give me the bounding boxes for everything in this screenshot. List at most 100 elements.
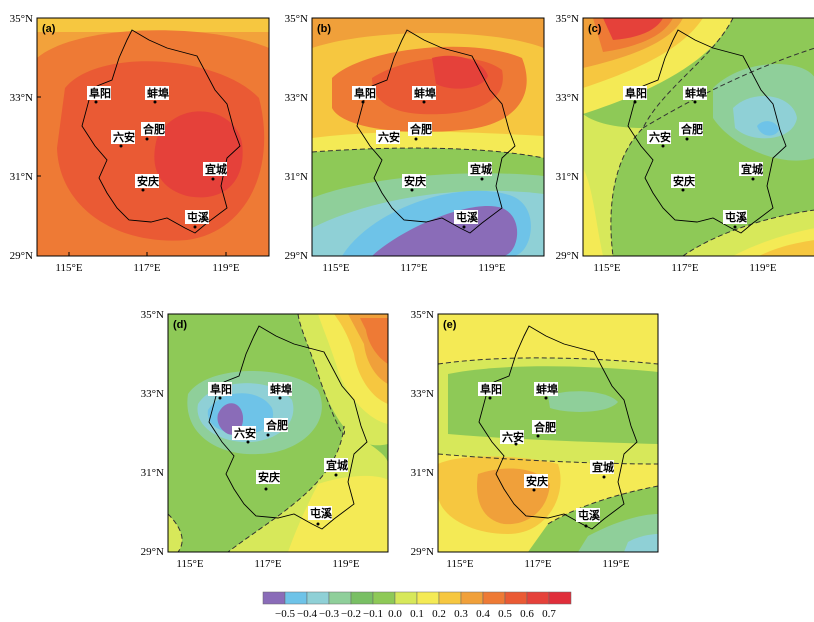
colorbar-tick-label: 0.4 <box>476 608 490 620</box>
colorbar-tick-label: −0.1 <box>363 608 383 620</box>
svg-text:117°E: 117°E <box>254 558 281 570</box>
svg-text:安庆: 安庆 <box>526 474 548 488</box>
field-0.2-0.3 <box>37 18 269 32</box>
city-yicheng: 宜城 <box>468 162 492 181</box>
city-luan: 六安 <box>647 130 671 148</box>
city-fuyang: 阜阳 <box>478 382 502 400</box>
panel-label: (d) <box>173 319 187 331</box>
svg-text:33°N: 33°N <box>556 92 579 104</box>
svg-text:115°E: 115°E <box>593 262 620 274</box>
svg-text:安庆: 安庆 <box>258 470 280 484</box>
city-bengbu: 蚌埠 <box>534 382 558 400</box>
colorbar-swatches <box>262 591 572 605</box>
x-axis: 115°E 117°E 119°E <box>593 262 776 274</box>
city-tunxi: 屯溪 <box>576 508 601 528</box>
city-luan: 六安 <box>232 426 256 444</box>
city-yicheng: 宜城 <box>203 162 227 181</box>
city-hefei: 合肥 <box>532 420 556 438</box>
svg-text:屯溪: 屯溪 <box>725 210 748 224</box>
panel-label: (c) <box>588 23 602 35</box>
city-fuyang: 阜阳 <box>208 382 232 400</box>
svg-text:宜城: 宜城 <box>470 162 492 176</box>
svg-text:合肥: 合肥 <box>534 420 556 434</box>
svg-text:117°E: 117°E <box>400 262 427 274</box>
colorbar: −0.5 −0.4 −0.3 −0.2 −0.1 0.0 0.1 0.2 0.3 0.4 0.5 0.… <box>262 591 572 620</box>
cities: 阜阳 蚌埠 六安 合肥 安庆 宜城 屯溪 <box>208 382 348 526</box>
colorbar-swatch <box>306 591 330 605</box>
panel-label: (e) <box>443 319 457 331</box>
svg-text:115°E: 115°E <box>322 262 349 274</box>
svg-text:29°N: 29°N <box>10 250 33 262</box>
y-axis: 35°N 33°N 31°N 29°N <box>411 309 434 558</box>
colorbar-swatch <box>438 591 462 605</box>
svg-text:六安: 六安 <box>378 130 400 144</box>
svg-text:蚌埠: 蚌埠 <box>536 382 558 396</box>
svg-text:屯溪: 屯溪 <box>187 210 210 224</box>
city-hefei: 合肥 <box>264 418 288 437</box>
svg-text:33°N: 33°N <box>285 92 308 104</box>
panel-b-fill <box>312 18 544 256</box>
svg-text:蚌埠: 蚌埠 <box>270 382 292 396</box>
city-yicheng: 宜城 <box>739 162 763 181</box>
svg-text:119°E: 119°E <box>212 262 239 274</box>
svg-text:119°E: 119°E <box>749 262 776 274</box>
colorbar-tick-label: 0.3 <box>454 608 468 620</box>
svg-text:115°E: 115°E <box>55 262 82 274</box>
svg-text:31°N: 31°N <box>141 467 164 479</box>
colorbar-swatch <box>548 591 572 605</box>
city-luan: 六安 <box>376 130 400 144</box>
city-bengbu: 蚌埠 <box>412 86 436 104</box>
colorbar-swatch <box>328 591 352 605</box>
colorbar-tick-label: −0.3 <box>319 608 339 620</box>
svg-text:屯溪: 屯溪 <box>310 506 333 520</box>
svg-text:宜城: 宜城 <box>592 460 614 474</box>
colorbar-tick-label: 0.6 <box>520 608 534 620</box>
svg-text:安庆: 安庆 <box>404 174 426 188</box>
colorbar-swatch <box>394 591 418 605</box>
colorbar-swatch <box>262 591 286 605</box>
colorbar-tick-label: 0.2 <box>432 608 446 620</box>
city-yicheng: 宜城 <box>324 458 348 477</box>
colorbar-swatch <box>350 591 374 605</box>
y-axis: 35°N 33°N 31°N 29°N <box>556 13 579 262</box>
panel-a-fill <box>37 18 269 256</box>
svg-text:35°N: 35°N <box>10 13 33 25</box>
svg-text:蚌埠: 蚌埠 <box>414 86 436 100</box>
city-hefei: 合肥 <box>141 122 165 141</box>
svg-text:119°E: 119°E <box>478 262 505 274</box>
svg-text:119°E: 119°E <box>332 558 359 570</box>
city-bengbu: 蚌埠 <box>145 86 169 104</box>
panel-d: (d) 阜阳 蚌埠 六安 合肥 安庆 宜城 屯溪 35°N 33°N 31°N … <box>141 309 389 570</box>
svg-text:119°E: 119°E <box>602 558 629 570</box>
cities: 阜阳 蚌埠 六安 合肥 安庆 宜城 屯溪 <box>87 86 227 229</box>
panel-e: (e) 阜阳 蚌埠 六安 合肥 安庆 宜城 屯溪 35°N 33°N 31°N … <box>411 309 659 570</box>
svg-text:合肥: 合肥 <box>681 122 703 136</box>
svg-text:35°N: 35°N <box>411 309 434 321</box>
svg-text:31°N: 31°N <box>10 171 33 183</box>
svg-text:合肥: 合肥 <box>143 122 165 136</box>
svg-text:29°N: 29°N <box>141 546 164 558</box>
svg-text:六安: 六安 <box>113 130 135 144</box>
city-anqing: 安庆 <box>671 174 695 192</box>
panel-b: (b) 阜阳 蚌埠 六安 合肥 安庆 宜城 屯溪 35°N 33°N 31°N … <box>285 13 545 274</box>
svg-text:屯溪: 屯溪 <box>456 210 479 224</box>
svg-text:115°E: 115°E <box>176 558 203 570</box>
svg-text:阜阳: 阜阳 <box>89 86 111 100</box>
x-axis: 115°E 117°E 119°E <box>446 558 629 570</box>
city-anqing: 安庆 <box>524 474 548 492</box>
colorbar-tick-labels: −0.5 −0.4 −0.3 −0.2 −0.1 0.0 0.1 0.2 0.3 0.4 0.5 0.… <box>275 608 556 620</box>
cities: 阜阳 蚌埠 六安 合肥 安庆 宜城 屯溪 <box>352 86 492 229</box>
svg-text:33°N: 33°N <box>141 388 164 400</box>
svg-text:35°N: 35°N <box>556 13 579 25</box>
city-hefei: 合肥 <box>679 122 703 141</box>
colorbar-swatch <box>482 591 506 605</box>
svg-text:35°N: 35°N <box>141 309 164 321</box>
svg-text:117°E: 117°E <box>524 558 551 570</box>
panel-label: (b) <box>317 23 331 35</box>
city-fuyang: 阜阳 <box>623 86 647 104</box>
panel-c-fill <box>583 18 814 256</box>
svg-text:29°N: 29°N <box>285 250 308 262</box>
colorbar-swatch <box>504 591 528 605</box>
colorbar-swatch <box>284 591 308 605</box>
svg-text:31°N: 31°N <box>285 171 308 183</box>
